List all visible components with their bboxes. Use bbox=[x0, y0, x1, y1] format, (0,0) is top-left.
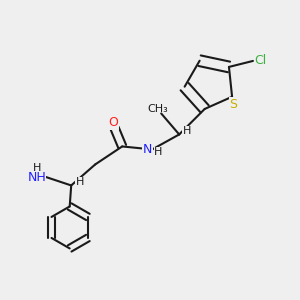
Text: S: S bbox=[230, 98, 238, 111]
Text: CH₃: CH₃ bbox=[148, 104, 169, 114]
Text: H: H bbox=[182, 126, 191, 136]
Text: H: H bbox=[32, 163, 41, 173]
Text: Cl: Cl bbox=[254, 54, 267, 68]
Text: O: O bbox=[108, 116, 118, 129]
Text: NH: NH bbox=[27, 171, 46, 184]
Text: H: H bbox=[154, 147, 162, 158]
Text: N: N bbox=[143, 143, 152, 156]
Text: H: H bbox=[76, 177, 84, 188]
